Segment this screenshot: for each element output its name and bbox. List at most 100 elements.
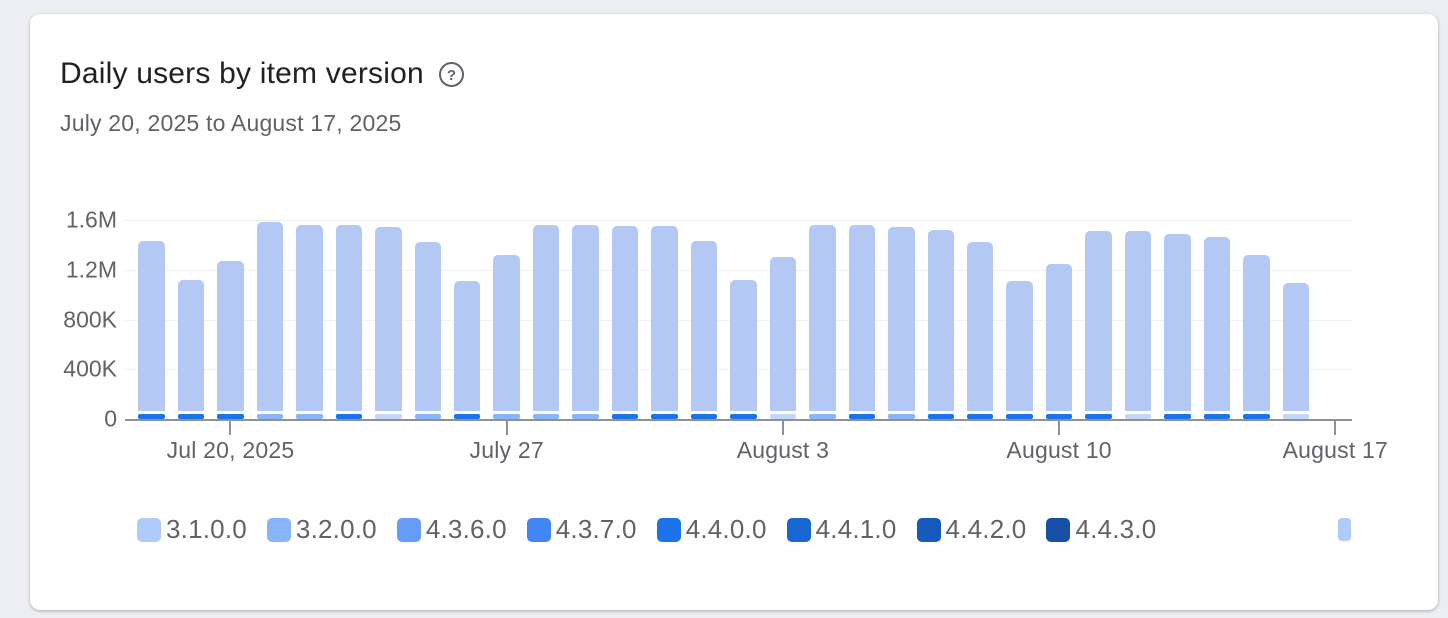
- bar-segment-accent: [927, 413, 954, 419]
- bar-aug-9[interactable]: [1006, 280, 1033, 419]
- bar-segment-accent: [414, 413, 442, 419]
- bar-aug-6[interactable]: [888, 227, 915, 419]
- bar-aug-7[interactable]: [927, 229, 954, 419]
- bar-aug-13[interactable]: [1164, 233, 1191, 419]
- bar-aug-12[interactable]: [1124, 231, 1152, 419]
- bar-jul-24[interactable]: [375, 227, 402, 419]
- bar-segment-main: [1085, 231, 1112, 411]
- bar-segment-main: [1045, 263, 1073, 411]
- bar-segment-main: [769, 257, 797, 411]
- bar-jul-23[interactable]: [335, 224, 363, 419]
- bar-segment-accent: [1006, 413, 1033, 419]
- bar-aug-2[interactable]: [730, 279, 757, 419]
- bar-aug-1[interactable]: [690, 241, 718, 419]
- legend-swatch-4.4.0.0: [656, 517, 681, 542]
- bar-aug-15[interactable]: [1243, 254, 1270, 419]
- legend-item-4.4.1.0: 4.4.1.0: [786, 514, 897, 545]
- bar-segment-main: [651, 226, 678, 411]
- bar-segment-main: [453, 280, 481, 411]
- legend-item-3.1.0.0: 3.1.0.0: [137, 514, 247, 545]
- x-tick-july-27: [505, 421, 508, 435]
- bar-segment-accent: [453, 413, 481, 419]
- bar-jul-18[interactable]: [138, 241, 165, 419]
- bar-aug-11[interactable]: [1085, 231, 1112, 419]
- bar-jul-30[interactable]: [611, 226, 639, 419]
- bar-segment-main: [1203, 237, 1231, 411]
- bar-segment-accent: [177, 413, 205, 419]
- x-axis-label-august-3: August 3: [736, 437, 830, 463]
- bar-segment-main: [375, 227, 402, 411]
- x-axis-label-august-10: August 10: [1006, 437, 1112, 463]
- bar-aug-5[interactable]: [848, 224, 876, 419]
- bar-segment-accent: [493, 413, 520, 419]
- chart-card: Daily users by item version ? July 20, 2…: [30, 14, 1438, 610]
- bar-segment-accent: [730, 413, 757, 419]
- bar-aug-10[interactable]: [1045, 263, 1073, 419]
- bar-jul-31[interactable]: [651, 226, 678, 419]
- bar-segment-main: [177, 279, 205, 411]
- legend-label: 4.4.2.0: [945, 514, 1027, 544]
- legend-label: 4.3.6.0: [425, 514, 507, 544]
- bar-segment-accent: [532, 413, 560, 419]
- x-axis-line: [125, 419, 1352, 421]
- chart-plot-area: 0 400K 800K 1.2M 1.6M Jul 20, 2025 July 27 Augu…: [30, 14, 1438, 610]
- bar-aug-14[interactable]: [1203, 237, 1231, 419]
- bar-segment-main: [927, 229, 954, 411]
- x-tick-august-10: [1058, 421, 1061, 435]
- bar-segment-main: [335, 224, 363, 411]
- bar-aug-8[interactable]: [966, 242, 994, 419]
- bar-segment-accent: [690, 413, 718, 419]
- y-axis-label-0: 0: [104, 405, 117, 432]
- gridline-1.6m: [125, 220, 1352, 221]
- legend-swatch-clipped: [1338, 518, 1351, 541]
- chart-title: Daily users by item version: [60, 57, 424, 90]
- bar-jul-21[interactable]: [256, 222, 284, 419]
- legend-label: 4.4.3.0: [1075, 514, 1157, 544]
- bar-aug-4[interactable]: [809, 224, 836, 419]
- legend-label: 3.1.0.0: [166, 514, 247, 544]
- bar-segment-main: [532, 224, 560, 411]
- bar-segment-main: [611, 226, 639, 411]
- bar-segment-accent: [611, 414, 639, 419]
- bar-segment-main: [1243, 254, 1270, 411]
- bar-jul-29[interactable]: [572, 224, 599, 419]
- y-axis-label-800k: 800K: [63, 306, 117, 332]
- bar-segment-accent: [809, 413, 836, 419]
- bar-segment-main: [1282, 283, 1310, 411]
- x-tick-jul-20-2025: [229, 421, 232, 435]
- legend-item-3.2.0.0: 3.2.0.0: [266, 514, 377, 545]
- bar-jul-20[interactable]: [217, 261, 244, 419]
- y-axis-label-400k: 400K: [63, 355, 117, 382]
- bar-segment-main: [138, 241, 165, 411]
- bar-segment-accent: [848, 413, 876, 419]
- bar-jul-22[interactable]: [296, 224, 323, 419]
- bar-segment-main: [848, 224, 876, 411]
- bar-aug-3[interactable]: [769, 257, 797, 419]
- legend-swatch-4.4.2.0: [916, 517, 941, 542]
- x-axis-label-july-27: July 27: [469, 437, 544, 463]
- bar-segment-accent: [1203, 413, 1231, 419]
- x-tick-august-3: [781, 421, 784, 435]
- help-icon[interactable]: ?: [438, 61, 465, 88]
- bar-segment-main: [690, 241, 718, 411]
- legend-swatch-4.3.6.0: [396, 517, 421, 542]
- legend-item-4.4.2.0: 4.4.2.0: [916, 514, 1027, 545]
- bar-segment-accent: [138, 413, 165, 419]
- bar-aug-16[interactable]: [1282, 283, 1310, 419]
- bar-segment-accent: [256, 413, 284, 419]
- bar-segment-main: [296, 224, 323, 411]
- bar-segment-accent: [888, 413, 915, 419]
- bar-jul-27[interactable]: [493, 254, 520, 419]
- bar-segment-accent: [217, 413, 244, 419]
- svg-text:?: ?: [447, 67, 456, 84]
- legend-swatch-4.4.3.0: [1046, 517, 1071, 542]
- legend-label: 4.4.1.0: [815, 514, 897, 544]
- bar-jul-19[interactable]: [177, 279, 205, 419]
- bar-jul-25[interactable]: [414, 242, 442, 419]
- legend-label: 4.4.0.0: [685, 514, 767, 544]
- bar-jul-26[interactable]: [453, 280, 481, 419]
- bar-jul-28[interactable]: [532, 224, 560, 419]
- y-axis-label-1.6m: 1.6M: [65, 206, 117, 233]
- bar-segment-main: [217, 261, 244, 411]
- legend-item-4.4.3.0: 4.4.3.0: [1046, 514, 1156, 545]
